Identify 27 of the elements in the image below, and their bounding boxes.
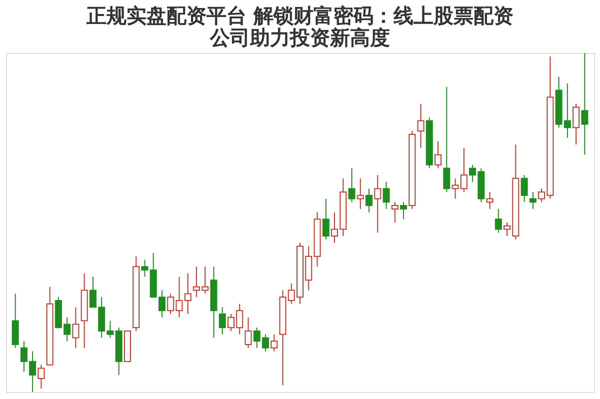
candlestick bbox=[348, 168, 356, 203]
candlestick bbox=[356, 178, 364, 210]
candlestick bbox=[374, 174, 382, 234]
candlestick bbox=[486, 191, 494, 210]
candlestick bbox=[270, 334, 278, 352]
candlestick bbox=[391, 202, 398, 223]
candlestick bbox=[12, 293, 19, 348]
candlestick bbox=[417, 103, 424, 148]
candlestick bbox=[443, 86, 450, 192]
candlestick bbox=[382, 181, 390, 210]
candlestick bbox=[520, 174, 528, 203]
candlestick bbox=[322, 198, 330, 240]
candlestick bbox=[218, 306, 226, 335]
candlestick bbox=[38, 364, 45, 390]
candlestick bbox=[572, 103, 580, 146]
candlestick bbox=[581, 52, 588, 156]
candlestick bbox=[141, 259, 148, 278]
text: 正规实盘配资平台 解锁财富密码：线上股票配资 bbox=[86, 4, 514, 28]
candlestick bbox=[366, 188, 373, 213]
candlestick bbox=[434, 140, 442, 169]
candlestick bbox=[184, 272, 192, 315]
candlestick bbox=[244, 316, 252, 348]
candlestick bbox=[400, 202, 408, 220]
candlestick bbox=[494, 208, 502, 234]
candlestick bbox=[72, 306, 80, 348]
candlestick bbox=[529, 191, 536, 210]
text: 公司助力投资新高度 bbox=[210, 26, 390, 50]
